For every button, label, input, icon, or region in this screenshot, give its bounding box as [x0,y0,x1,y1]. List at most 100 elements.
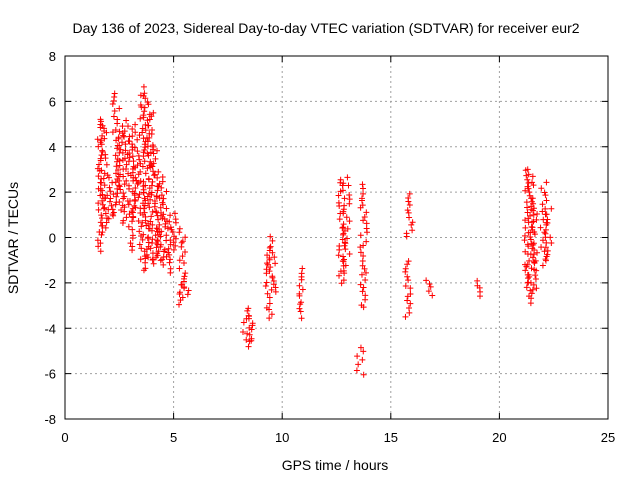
data-point [176,225,183,232]
data-point [263,260,270,267]
data-point [130,163,137,170]
data-point [145,152,152,159]
data-point [336,272,343,279]
data-point [403,230,410,237]
data-point [171,210,178,217]
data-point [97,219,104,226]
data-point [266,244,273,251]
data-point [532,275,539,282]
data-point [269,249,276,256]
data-point [531,251,538,258]
data-point [167,224,174,231]
data-point [161,216,168,223]
data-point [244,307,251,314]
data-point [269,237,276,244]
data-point [154,225,161,232]
chart-title: Day 136 of 2023, Sidereal Day-to-day VTE… [72,20,579,36]
data-point [342,246,349,253]
data-point [101,135,108,142]
data-point [110,113,117,120]
data-point [123,117,130,124]
data-point [160,195,167,202]
data-point [402,265,409,272]
data-point [99,191,106,198]
data-point [524,176,531,183]
data-point [151,172,158,179]
data-point [263,279,270,286]
data-point [524,204,531,211]
data-point [525,185,532,192]
data-point [429,292,436,299]
data-point [103,161,110,168]
data-point [344,174,351,181]
data-point [423,277,430,284]
data-point [125,123,132,130]
data-point [267,243,274,250]
data-point [298,315,305,322]
data-point [355,361,362,368]
data-point [147,245,154,252]
data-point [142,255,149,262]
data-point [131,202,138,209]
data-point [179,281,186,288]
data-point [147,158,154,165]
data-point [120,217,127,224]
data-point [99,222,106,229]
data-point [99,122,106,129]
data-point [184,291,191,298]
data-point [406,202,413,209]
data-point [360,284,367,291]
data-point [149,236,156,243]
data-point [522,187,529,194]
data-point [105,215,112,222]
data-point [264,252,271,259]
data-point [343,214,350,221]
data-point [360,252,367,259]
data-point [341,195,348,202]
data-point [98,179,105,186]
data-point [354,353,361,360]
y-tick-label: 6 [49,94,56,109]
data-point [359,356,366,363]
data-point [357,249,364,256]
data-point [141,108,148,115]
data-point [145,190,152,197]
data-point [341,239,348,246]
x-tick-label: 20 [492,430,506,445]
data-point [521,232,528,239]
data-point [127,198,134,205]
data-point [114,176,121,183]
data-point [266,315,273,322]
data-point [544,247,551,254]
data-point [95,200,102,207]
y-tick-label: -2 [44,276,56,291]
data-point [532,257,539,264]
data-point [111,107,118,114]
data-point [527,279,534,286]
data-point [145,176,152,183]
data-point [156,180,163,187]
data-point [121,181,128,188]
data-point [120,173,127,180]
data-point [148,182,155,189]
data-point [112,152,119,159]
data-point [153,209,160,216]
data-point [525,171,532,178]
data-point [353,367,360,374]
data-point [272,284,279,291]
data-point [360,217,367,224]
data-point [524,166,531,173]
data-point [142,127,149,134]
data-point [150,150,157,157]
data-point [125,201,132,208]
data-point [132,197,139,204]
data-point [139,219,146,226]
data-point [340,224,347,231]
data-point [358,195,365,202]
x-tick-labels: 0 5 10 15 20 25 [61,430,615,445]
data-point [156,221,163,228]
data-point [339,224,346,231]
data-point [127,240,134,247]
data-point [526,192,533,199]
data-point [152,232,159,239]
